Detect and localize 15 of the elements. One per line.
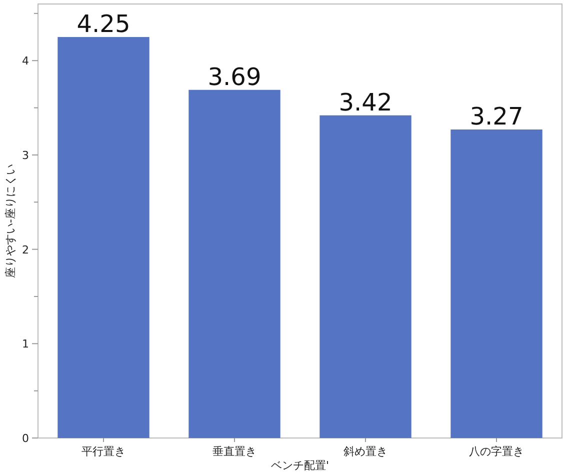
x-tick-label: 垂直置き	[212, 445, 256, 458]
y-tick-label: 2	[22, 243, 29, 256]
x-tick-label: 平行置き	[82, 445, 126, 458]
y-tick-label: 4	[22, 54, 29, 68]
y-tick-label: 1	[22, 338, 29, 351]
y-tick-label: 3	[22, 148, 29, 162]
data-label: 3.69	[208, 62, 262, 91]
x-tick-label: 斜め置き	[344, 445, 388, 458]
y-tick-label: 0	[22, 432, 29, 445]
data-label: 3.42	[338, 88, 392, 116]
y-axis-title: 座りやすい-座りにくい	[4, 164, 17, 278]
x-tick-label: 八の字置き	[469, 445, 524, 458]
x-axis-title: ベンチ配置'	[270, 459, 330, 472]
data-label: 3.27	[470, 102, 524, 130]
data-label: 4.25	[76, 10, 130, 38]
